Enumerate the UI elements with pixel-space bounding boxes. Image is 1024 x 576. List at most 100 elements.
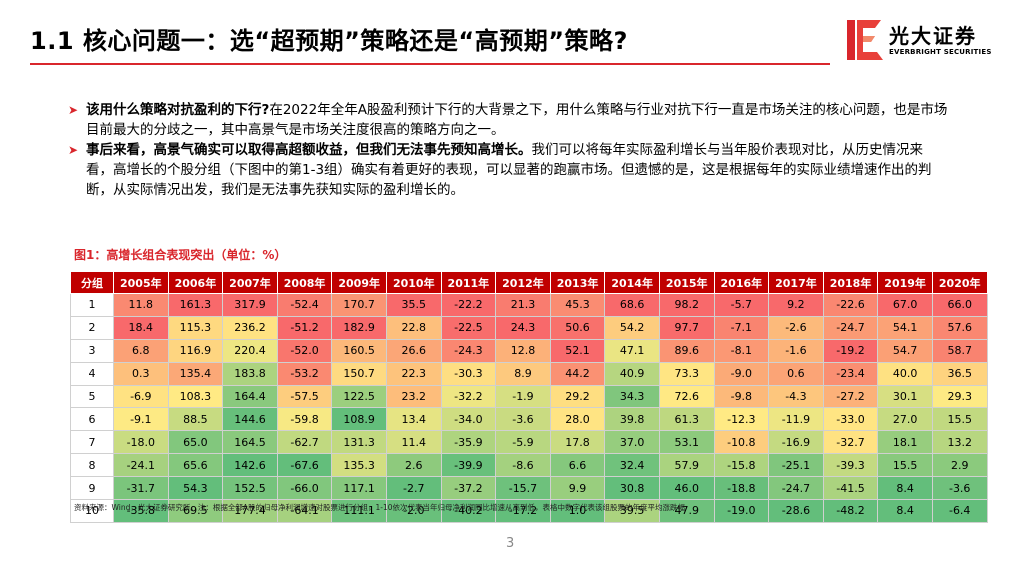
group-label-cell: 4 <box>70 361 114 386</box>
heatmap-cell: 52.1 <box>549 338 606 363</box>
heatmap-cell: 2.9 <box>931 453 988 478</box>
table-row: 2 18.4 115.3 236.2 -51.2 182.9 22.8 -22.5 24.3 50… <box>70 315 988 340</box>
heatmap-cell: 35.5 <box>385 293 442 317</box>
heatmap-cell: 36.5 <box>931 361 988 386</box>
heatmap-cell: 0.3 <box>113 361 169 386</box>
group-label-cell: 6 <box>70 407 114 432</box>
heatmap-cell: -9.1 <box>113 407 169 432</box>
company-logo: 光大证券 EVERBRIGHT SECURITIES <box>847 20 1007 64</box>
bullet-arrow-icon: ➤ <box>68 103 79 117</box>
heatmap-cell: 122.5 <box>331 384 387 409</box>
heatmap-cell: -52.4 <box>276 293 333 317</box>
column-header: 2008年 <box>276 271 333 294</box>
heatmap-cell: 164.4 <box>222 384 278 409</box>
heatmap-cell: 115.3 <box>167 315 224 340</box>
column-header: 2012年 <box>495 271 551 294</box>
heatmap-cell: -51.2 <box>276 315 333 340</box>
heatmap-cell: -15.7 <box>495 476 551 501</box>
heatmap-cell: 30.1 <box>877 384 933 409</box>
bullet-lead: 事后来看，高景气确实可以取得高超额收益，但我们无法事先预知高增长。 <box>86 142 532 158</box>
heatmap-cell: 22.3 <box>385 361 442 386</box>
title-divider <box>30 63 830 65</box>
heatmap-cell: -8.6 <box>495 453 551 478</box>
heatmap-cell: 117.1 <box>331 476 387 501</box>
column-header: 2014年 <box>604 271 660 294</box>
heatmap-cell: 28.0 <box>549 407 606 432</box>
column-header: 2011年 <box>440 271 497 294</box>
heatmap-cell: 23.2 <box>385 384 442 409</box>
table-row: 1 11.8 161.3 317.9 -52.4 170.7 35.5 -22.2 21.3 45… <box>70 293 988 317</box>
heatmap-cell: -10.8 <box>713 430 770 455</box>
column-header: 2006年 <box>167 271 224 294</box>
column-header: 2017年 <box>768 271 824 294</box>
heatmap-cell: -64.1 <box>276 499 333 523</box>
group-label-cell: 9 <box>70 476 114 501</box>
heatmap-cell: 8.9 <box>495 361 551 386</box>
heatmap-cell: 108.3 <box>167 384 224 409</box>
heatmap-cell: -5.9 <box>495 430 551 455</box>
column-header: 2019年 <box>877 271 933 294</box>
heatmap-cell: 37.0 <box>604 430 660 455</box>
heatmap-cell: 54.1 <box>877 315 933 340</box>
bullet-list: ➤ 该用什么策略对抗盈利的下行?在2022年全年A股盈利预计下行的大背景之下，用什… <box>68 100 948 200</box>
heatmap-cell: 164.5 <box>222 430 278 455</box>
column-header: 2005年 <box>113 271 169 294</box>
column-header: 2015年 <box>658 271 715 294</box>
heatmap-cell: 69.5 <box>167 499 224 523</box>
heatmap-cell: -5.7 <box>713 293 770 317</box>
heatmap-cell: 89.6 <box>658 338 715 363</box>
heatmap-cell: 40.0 <box>877 361 933 386</box>
table-row: 10 -35.8 69.5 177.4 -64.1 111.1 -2.0 -40.2 -17.2… <box>70 499 988 523</box>
column-header: 2007年 <box>222 271 278 294</box>
heatmap-cell: -3.6 <box>931 476 988 501</box>
heatmap-cell: -62.7 <box>276 430 333 455</box>
heatmap-cell: 47.1 <box>604 338 660 363</box>
heatmap-cell: -1.6 <box>768 338 824 363</box>
heatmap-cell: -3.6 <box>495 407 551 432</box>
table-row: 8 -24.1 65.6 142.6 -67.6 135.3 2.6 -39.9 -8.6 6.6… <box>70 453 988 478</box>
heatmap-cell: -19.2 <box>822 338 879 363</box>
source-note: 资料来源：Wind，光大证券研究所。注：根据全部A股的归母净利润增速对股票进行分… <box>74 503 685 512</box>
heatmap-cell: 73.3 <box>658 361 715 386</box>
heatmap-cell: 30.8 <box>604 476 660 501</box>
heatmap-cell: -23.4 <box>822 361 879 386</box>
heatmap-cell: 54.3 <box>167 476 224 501</box>
column-header: 2009年 <box>331 271 387 294</box>
heatmap-cell: 65.6 <box>167 453 224 478</box>
heatmap-cell: 21.3 <box>495 293 551 317</box>
heatmap-cell: 8.4 <box>877 476 933 501</box>
heatmap-cell: -18.8 <box>713 476 770 501</box>
heatmap-cell: 47.9 <box>658 499 715 523</box>
heatmap-cell: 182.9 <box>331 315 387 340</box>
heatmap-cell: -6.4 <box>931 499 988 523</box>
heatmap-cell: -52.0 <box>276 338 333 363</box>
table-row: 6 -9.1 88.5 144.6 -59.8 108.9 13.4 -34.0 -3.6 28.… <box>70 407 988 432</box>
heatmap-cell: 24.3 <box>495 315 551 340</box>
group-label-cell: 7 <box>70 430 114 455</box>
heatmap-cell: 8.4 <box>877 499 933 523</box>
heatmap-cell: -1.9 <box>495 384 551 409</box>
everbright-logo-icon <box>847 20 883 60</box>
heatmap-cell: -22.2 <box>440 293 497 317</box>
heatmap-cell: 9.9 <box>549 476 606 501</box>
figure-title: 图1：高增长组合表现突出（单位：%） <box>74 248 287 262</box>
heatmap-cell: -24.7 <box>822 315 879 340</box>
heatmap-cell: 9.2 <box>768 293 824 317</box>
heatmap-cell: 61.3 <box>658 407 715 432</box>
heatmap-cell: 26.6 <box>385 338 442 363</box>
column-header: 分组 <box>70 271 114 294</box>
heatmap-cell: 68.6 <box>604 293 660 317</box>
heatmap-cell: 72.6 <box>658 384 715 409</box>
heatmap-cell: 0.6 <box>768 361 824 386</box>
heatmap-cell: -24.1 <box>113 453 169 478</box>
heatmap-cell: -28.6 <box>768 499 824 523</box>
heatmap-cell: -16.9 <box>768 430 824 455</box>
heatmap-cell: 1.0 <box>549 499 606 523</box>
heatmap-cell: 54.7 <box>877 338 933 363</box>
heatmap-cell: 18.4 <box>113 315 169 340</box>
heatmap-cell: 44.2 <box>549 361 606 386</box>
heatmap-cell: 54.2 <box>604 315 660 340</box>
logo-name-cn: 光大证券 <box>889 24 977 48</box>
bullet-item: ➤ 该用什么策略对抗盈利的下行?在2022年全年A股盈利预计下行的大背景之下，用什… <box>68 100 948 140</box>
heatmap-cell: 150.7 <box>331 361 387 386</box>
